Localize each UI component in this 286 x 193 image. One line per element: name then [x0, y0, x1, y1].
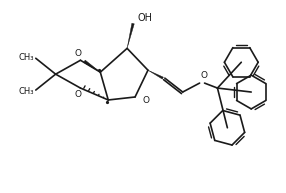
Text: O: O: [200, 71, 208, 80]
Text: O: O: [142, 96, 149, 105]
Text: O: O: [74, 49, 82, 58]
Text: CH₃: CH₃: [18, 53, 34, 62]
Text: CH₃: CH₃: [18, 86, 34, 96]
Text: O: O: [74, 90, 82, 99]
Polygon shape: [148, 70, 163, 79]
Polygon shape: [127, 23, 134, 48]
Polygon shape: [84, 60, 100, 72]
Text: OH: OH: [137, 13, 152, 23]
